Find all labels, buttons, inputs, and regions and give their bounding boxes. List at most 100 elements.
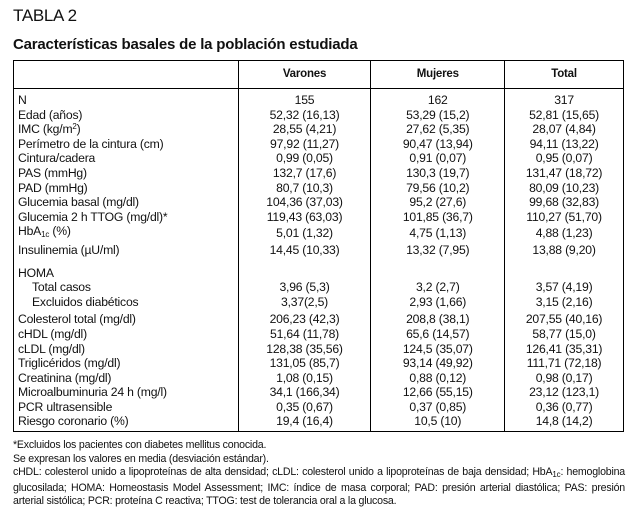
row-label-text: Total casos	[32, 280, 91, 295]
table-row: N 155 162 317	[13, 88, 624, 108]
row-label: Excluidos diabéticos	[13, 294, 239, 310]
row-label-text: Microalbuminuria 24 h (mg/l)	[18, 385, 167, 400]
row-label-text: HbA	[18, 224, 42, 239]
value-mujeres: 95,2 (27,6)	[370, 195, 506, 210]
value-total: 0,36 (0,77)	[504, 399, 624, 415]
row-label-text: IMC (kg/m	[18, 122, 73, 137]
table-row: Microalbuminuria 24 h (mg/l) 34,1 (166,34…	[13, 385, 624, 400]
value-total: 111,71 (72,18)	[504, 356, 624, 371]
abbrev-subscript: 1c	[552, 470, 561, 480]
row-label: IMC (kg/m2)	[13, 122, 239, 137]
table-row: Glucemia basal (mg/dl) 104,36 (37,03) 95,2…	[13, 195, 624, 210]
value-varones: 80,7 (10,3)	[237, 180, 372, 196]
value-varones: 19,4 (16,4)	[237, 414, 372, 433]
value-total: 23,12 (123,1)	[504, 385, 624, 400]
table-row: Creatinina (mg/dl) 1,08 (0,15) 0,88 (0,12)…	[13, 370, 624, 386]
spacer-row	[13, 309, 624, 313]
table-row: Insulinemia (µU/ml) 14,45 (10,33) 13,32 (7…	[13, 242, 624, 258]
value-total: 13,88 (9,20)	[504, 242, 624, 258]
value-total: 207,55 (40,16)	[504, 312, 624, 327]
value-varones: 155	[237, 88, 372, 108]
row-label-text: Triglicéridos (mg/dl)	[18, 356, 121, 371]
table-row: Edad (años) 52,32 (16,13) 53,29 (15,2) 52,8…	[13, 107, 624, 123]
row-label-text: Glucemia basal (mg/dl)	[18, 195, 139, 210]
column-header-varones: Varones	[237, 60, 372, 89]
value-mujeres: 2,93 (1,66)	[370, 294, 506, 310]
row-label-text: HOMA	[18, 265, 54, 280]
table-row: PAS (mmHg) 132,7 (17,6) 130,3 (19,7) 131,47…	[13, 165, 624, 181]
value-mujeres: 4,75 (1,13)	[370, 224, 506, 243]
table-header-row: Varones Mujeres Total	[13, 60, 624, 89]
row-label: Microalbuminuria 24 h (mg/l)	[13, 385, 239, 400]
value-varones: 128,38 (35,56)	[237, 341, 372, 357]
spacer-cell	[370, 257, 506, 266]
spacer-cell	[504, 309, 624, 313]
table-row: Perímetro de la cintura (cm) 97,92 (11,27…	[13, 136, 624, 152]
footnote-abbreviations: cHDL: colesterol unido a lipoproteínas d…	[13, 466, 625, 509]
value-varones: 132,7 (17,6)	[237, 165, 372, 181]
table-row: PCR ultrasensible 0,35 (0,67) 0,37 (0,85) 0…	[13, 399, 624, 415]
column-header-mujeres: Mujeres	[370, 60, 506, 89]
column-header-total: Total	[504, 60, 624, 89]
row-label-text: Insulinemia (µU/ml)	[18, 242, 120, 257]
value-total: 110,27 (51,70)	[504, 209, 624, 225]
row-label: Edad (años)	[13, 107, 239, 123]
value-varones: 34,1 (166,34)	[237, 385, 372, 400]
row-label-text: PCR ultrasensible	[18, 399, 113, 414]
row-label-text: PAS (mmHg)	[18, 165, 87, 180]
value-mujeres: 90,47 (13,94)	[370, 136, 506, 152]
row-label-suffix: (%)	[49, 224, 71, 239]
table-footnotes: *Excluidos los pacientes con diabetes me…	[13, 439, 625, 509]
row-label: Triglicéridos (mg/dl)	[13, 356, 239, 371]
row-label-text: Riesgo coronario (%)	[18, 414, 129, 429]
value-varones: 28,55 (4,21)	[237, 122, 372, 137]
row-label: HbA1c (%)	[13, 224, 239, 243]
row-label: cLDL (mg/dl)	[13, 341, 239, 357]
characteristics-table: Varones Mujeres Total N 155 162 317 Edad (añ…	[13, 60, 624, 433]
value-mujeres: 13,32 (7,95)	[370, 242, 506, 258]
row-label-text: cHDL (mg/dl)	[18, 326, 87, 341]
table-row: Glucemia 2 h TTOG (mg/dl)* 119,43 (63,03)…	[13, 209, 624, 225]
row-label: HOMA	[13, 265, 239, 281]
value-mujeres: 53,29 (15,2)	[370, 107, 506, 123]
value-mujeres: 130,3 (19,7)	[370, 165, 506, 181]
table-row: cLDL (mg/dl) 128,38 (35,56) 124,5 (35,07) 1…	[13, 341, 624, 357]
value-total: 131,47 (18,72)	[504, 165, 624, 181]
row-label-text: Perímetro de la cintura (cm)	[18, 136, 164, 151]
row-label: Glucemia basal (mg/dl)	[13, 195, 239, 210]
table-row: PAD (mmHg) 80,7 (10,3) 79,56 (10,2) 80,09 (…	[13, 180, 624, 196]
abbrev-text-b: : hemoglobina glucosilada; HOMA: Homeost…	[13, 466, 626, 508]
row-label-text: Glucemia 2 h TTOG (mg/dl)*	[18, 209, 168, 224]
column-header-label	[13, 60, 239, 89]
row-label-text: Creatinina (mg/dl)	[18, 370, 112, 385]
value-varones: 3,37(2,5)	[237, 294, 372, 310]
row-label: Insulinemia (µU/ml)	[13, 242, 239, 258]
value-total: 126,41 (35,31)	[504, 341, 624, 357]
value-mujeres: 27,62 (5,35)	[370, 122, 506, 137]
row-label: Glucemia 2 h TTOG (mg/dl)*	[13, 209, 239, 225]
value-total: 52,81 (15,65)	[504, 107, 624, 123]
row-label-suffix: )	[76, 122, 81, 137]
row-label-text: Cintura/cadera	[18, 151, 96, 166]
footnote-values: Se expresan los valores en media (desvia…	[13, 452, 269, 465]
value-varones: 104,36 (37,03)	[237, 195, 372, 210]
value-varones: 5,01 (1,32)	[237, 224, 372, 243]
value-varones: 3,96 (5,3)	[237, 280, 372, 295]
value-varones: 131,05 (85,7)	[237, 356, 372, 371]
spacer-cell	[237, 309, 372, 313]
value-mujeres: 79,56 (10,2)	[370, 180, 506, 196]
value-mujeres: 0,88 (0,12)	[370, 370, 506, 386]
value-varones: 14,45 (10,33)	[237, 242, 372, 258]
value-total: 0,95 (0,07)	[504, 151, 624, 166]
value-varones: 0,35 (0,67)	[237, 399, 372, 415]
table-row: Excluidos diabéticos 3,37(2,5) 2,93 (1,66)…	[13, 294, 624, 310]
table-row: Cintura/cadera 0,99 (0,05) 0,91 (0,07) 0,95…	[13, 151, 624, 166]
row-label: Cintura/cadera	[13, 151, 239, 166]
row-label-text: cLDL (mg/dl)	[18, 341, 85, 356]
row-label: cHDL (mg/dl)	[13, 326, 239, 342]
row-label: PCR ultrasensible	[13, 399, 239, 415]
table-row: Total casos 3,96 (5,3) 3,2 (2,7) 3,57 (4,19…	[13, 280, 624, 295]
row-label-script: 1c	[41, 230, 50, 240]
value-mujeres: 162	[370, 88, 506, 108]
spacer-cell	[504, 257, 624, 266]
